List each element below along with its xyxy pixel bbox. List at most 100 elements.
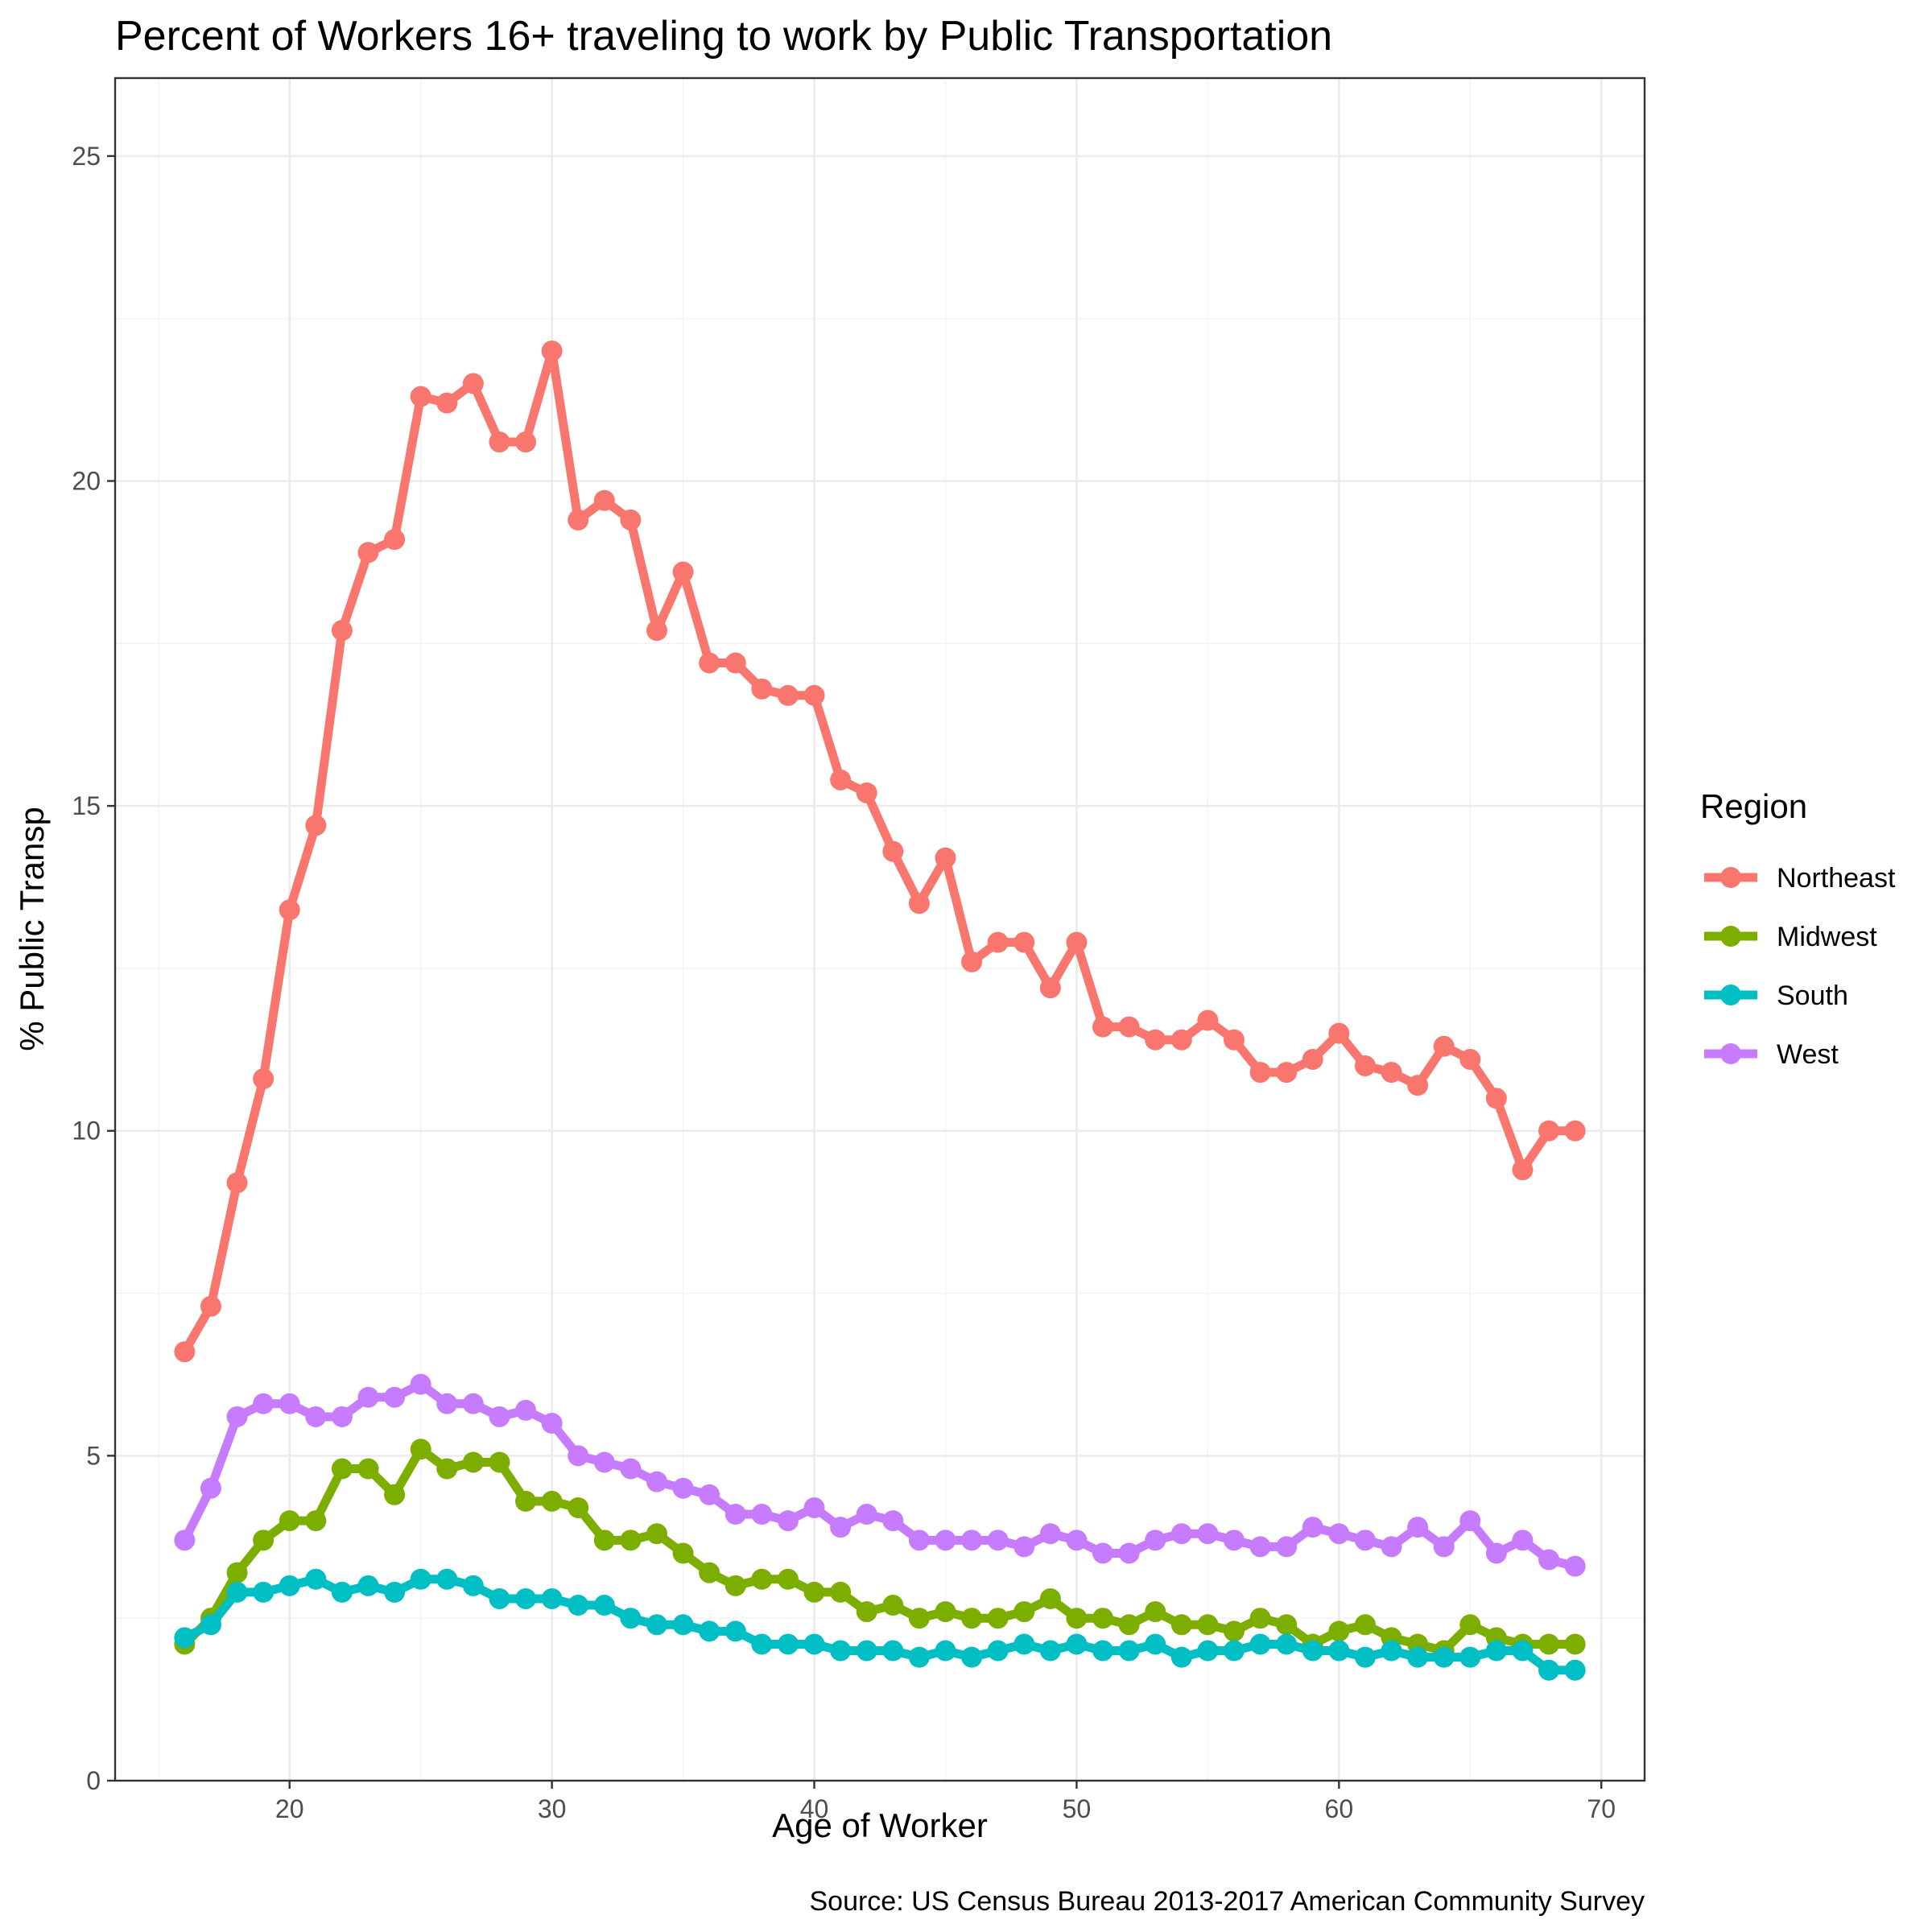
data-point-midwest xyxy=(593,1530,615,1551)
data-point-south xyxy=(568,1595,589,1616)
data-point-south xyxy=(1433,1646,1455,1668)
data-point-northeast xyxy=(1459,1048,1481,1070)
data-point-south xyxy=(1485,1640,1507,1662)
data-point-south xyxy=(305,1568,327,1590)
data-point-northeast xyxy=(620,509,642,530)
data-point-west xyxy=(1459,1510,1481,1532)
data-point-west xyxy=(1145,1530,1166,1551)
data-point-midwest xyxy=(1249,1608,1271,1629)
data-point-northeast xyxy=(882,840,904,862)
legend-key-point xyxy=(1720,1043,1741,1064)
x-axis-title: Age of Worker xyxy=(772,1806,988,1844)
data-point-south xyxy=(462,1575,484,1596)
data-point-midwest xyxy=(1013,1601,1035,1623)
data-point-northeast xyxy=(200,1295,221,1317)
data-point-west xyxy=(357,1386,379,1408)
x-tick-label: 30 xyxy=(538,1794,567,1823)
y-tick-label: 20 xyxy=(72,466,101,495)
data-point-midwest xyxy=(1145,1601,1166,1623)
data-point-west xyxy=(1170,1523,1192,1545)
data-point-northeast xyxy=(226,1172,248,1194)
x-tick-label: 70 xyxy=(1587,1794,1616,1823)
data-point-south xyxy=(882,1640,904,1662)
data-point-south xyxy=(384,1581,406,1603)
data-point-midwest xyxy=(489,1451,510,1473)
data-point-west xyxy=(1381,1536,1402,1558)
data-point-midwest xyxy=(226,1562,248,1583)
data-point-west xyxy=(515,1399,537,1421)
data-point-northeast xyxy=(1223,1029,1245,1051)
data-point-northeast xyxy=(489,431,510,453)
data-point-northeast xyxy=(699,652,720,674)
y-tick-label: 5 xyxy=(86,1441,101,1470)
data-point-west xyxy=(1197,1523,1219,1545)
data-point-northeast xyxy=(1485,1088,1507,1109)
data-point-south xyxy=(1407,1646,1429,1668)
data-point-south xyxy=(908,1646,930,1668)
legend-label-west: West xyxy=(1777,1039,1839,1070)
data-point-south xyxy=(1538,1659,1560,1681)
series-layer xyxy=(174,341,1586,1681)
data-point-west xyxy=(489,1406,510,1427)
data-point-south xyxy=(410,1568,431,1590)
y-tick-label: 0 xyxy=(86,1766,101,1795)
legend-key-point xyxy=(1720,926,1741,947)
data-point-midwest xyxy=(279,1510,300,1532)
data-point-west xyxy=(462,1393,484,1414)
data-point-west xyxy=(1354,1530,1376,1551)
data-point-northeast xyxy=(279,899,300,921)
data-point-west xyxy=(803,1496,825,1518)
data-point-west xyxy=(699,1484,720,1505)
data-point-south xyxy=(489,1587,510,1609)
data-point-northeast xyxy=(1197,1009,1219,1031)
legend-item-midwest: Midwest xyxy=(1704,922,1877,952)
data-point-west xyxy=(961,1530,983,1551)
data-point-south xyxy=(1145,1633,1166,1655)
data-point-south xyxy=(856,1640,877,1662)
data-point-west xyxy=(436,1393,458,1414)
data-point-midwest xyxy=(751,1568,773,1590)
data-point-northeast xyxy=(751,678,773,700)
data-point-northeast xyxy=(724,652,746,674)
data-point-south xyxy=(751,1633,773,1655)
data-point-northeast xyxy=(1092,1016,1114,1038)
data-point-midwest xyxy=(856,1601,877,1623)
y-axis-ticks: 0 5 10 15 20 25 xyxy=(72,142,115,1795)
data-point-west xyxy=(1092,1542,1114,1564)
series-south xyxy=(174,1568,1586,1681)
data-point-south xyxy=(646,1614,667,1636)
data-point-midwest xyxy=(410,1439,431,1460)
data-point-northeast xyxy=(1512,1159,1534,1181)
legend-label-northeast: Northeast xyxy=(1777,863,1896,894)
data-point-midwest xyxy=(305,1510,327,1532)
data-point-south xyxy=(279,1575,300,1596)
data-point-west xyxy=(672,1477,694,1499)
data-point-south xyxy=(987,1640,1009,1662)
data-point-west xyxy=(384,1386,406,1408)
data-point-northeast xyxy=(305,815,327,836)
data-point-midwest xyxy=(699,1562,720,1583)
data-point-northeast xyxy=(436,392,458,414)
data-point-northeast xyxy=(830,769,852,791)
data-point-west xyxy=(226,1406,248,1427)
legend-item-northeast: Northeast xyxy=(1704,863,1896,894)
data-point-midwest xyxy=(515,1490,537,1512)
data-point-south xyxy=(830,1640,852,1662)
data-point-midwest xyxy=(1092,1608,1114,1629)
data-point-south xyxy=(1092,1640,1114,1662)
data-point-south xyxy=(200,1614,221,1636)
data-point-south xyxy=(226,1581,248,1603)
data-point-south xyxy=(1512,1640,1534,1662)
data-point-south xyxy=(1302,1640,1323,1662)
legend-key-point xyxy=(1720,867,1741,888)
data-point-midwest xyxy=(1328,1620,1350,1642)
data-point-west xyxy=(856,1504,877,1525)
data-point-west xyxy=(830,1517,852,1538)
data-point-south xyxy=(803,1633,825,1655)
data-point-west xyxy=(777,1510,799,1532)
data-point-northeast xyxy=(1249,1062,1271,1084)
data-point-northeast xyxy=(1433,1035,1455,1057)
legend-label-midwest: Midwest xyxy=(1777,922,1877,952)
data-point-south xyxy=(1354,1646,1376,1668)
